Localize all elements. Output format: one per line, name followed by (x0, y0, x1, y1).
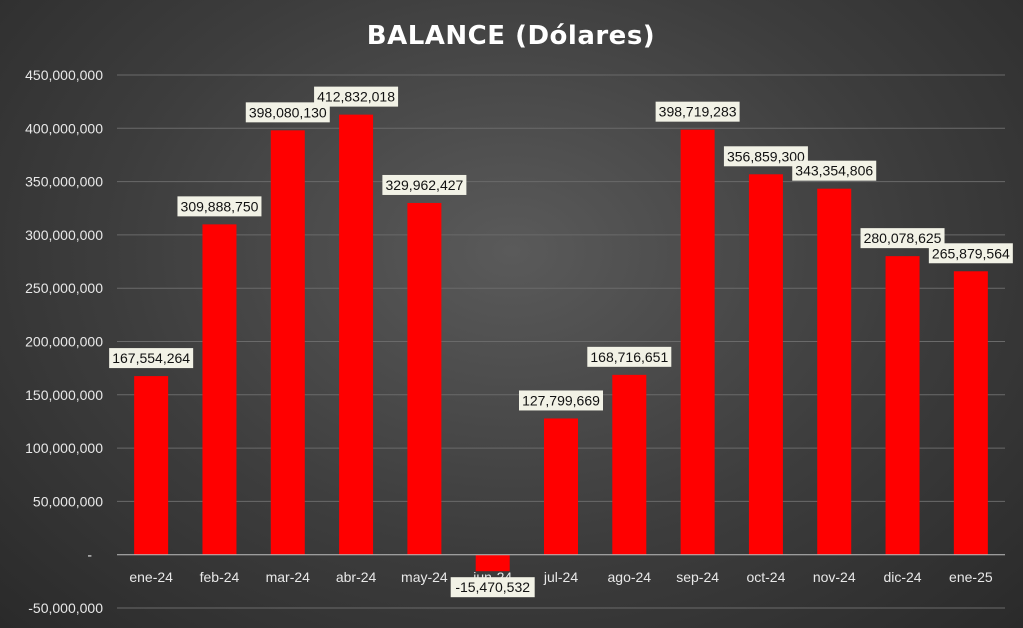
y-tick-label: 350,000,000 (25, 174, 103, 190)
bar (544, 418, 578, 554)
bar (817, 189, 851, 555)
data-label: 329,962,427 (382, 175, 466, 195)
bar (612, 375, 646, 555)
bar (339, 115, 373, 555)
x-tick-label: may-24 (401, 569, 448, 585)
y-tick-label: 200,000,000 (25, 334, 103, 350)
data-label: 343,354,806 (792, 161, 876, 181)
data-label: 168,716,651 (587, 347, 671, 367)
data-label-text: 398,719,283 (659, 104, 737, 120)
y-tick-label: - (87, 547, 92, 563)
data-label-text: 167,554,264 (112, 350, 190, 366)
data-label: 309,888,750 (177, 196, 261, 216)
data-label: 167,554,264 (109, 348, 193, 368)
data-label-text: 309,888,750 (181, 198, 259, 214)
bar (954, 271, 988, 554)
bar (271, 130, 305, 554)
data-label-text: 398,080,130 (249, 104, 327, 120)
bar (407, 203, 441, 555)
bar (886, 256, 920, 555)
data-label-text: 168,716,651 (590, 349, 668, 365)
y-tick-label: 300,000,000 (25, 227, 103, 243)
x-tick-label: ago-24 (608, 569, 652, 585)
data-label: 127,799,669 (519, 390, 603, 410)
y-tick-label: 250,000,000 (25, 280, 103, 296)
data-label: 412,832,018 (314, 87, 398, 107)
x-tick-label: feb-24 (200, 569, 240, 585)
bars (134, 115, 988, 572)
bar (749, 174, 783, 554)
chart-title: BALANCE (Dólares) (367, 21, 655, 51)
data-label-text: 329,962,427 (385, 177, 463, 193)
y-tick-label: 450,000,000 (25, 67, 103, 83)
y-tick-label: 150,000,000 (25, 387, 103, 403)
data-label-text: 265,879,564 (932, 245, 1010, 261)
x-tick-label: ene-24 (129, 569, 173, 585)
bar (134, 376, 168, 555)
y-tick-label: 100,000,000 (25, 440, 103, 456)
x-tick-label: dic-24 (883, 569, 921, 585)
bar (681, 130, 715, 555)
x-tick-label: ene-25 (949, 569, 993, 585)
data-label: 398,719,283 (656, 102, 740, 122)
x-tick-label: oct-24 (746, 569, 785, 585)
data-label-text: 127,799,669 (522, 392, 600, 408)
data-label-text: 412,832,018 (317, 89, 395, 105)
x-tick-label: abr-24 (336, 569, 377, 585)
y-axis-ticks: -50,000,000-50,000,000100,000,000150,000… (25, 67, 103, 616)
x-tick-label: nov-24 (813, 569, 856, 585)
data-label: 265,879,564 (929, 243, 1013, 263)
bar (202, 224, 236, 554)
data-label-text: -15,470,532 (455, 579, 530, 595)
y-tick-label: 400,000,000 (25, 120, 103, 136)
data-label-text: 343,354,806 (795, 163, 873, 179)
x-tick-label: sep-24 (676, 569, 719, 585)
data-label: -15,470,532 (451, 577, 535, 597)
y-tick-label: 50,000,000 (33, 493, 103, 509)
x-tick-label: mar-24 (266, 569, 311, 585)
x-tick-label: jul-24 (543, 569, 578, 585)
y-tick-label: -50,000,000 (28, 600, 103, 616)
x-axis-ticks: ene-24feb-24mar-24abr-24may-24jun-24jul-… (129, 569, 992, 585)
